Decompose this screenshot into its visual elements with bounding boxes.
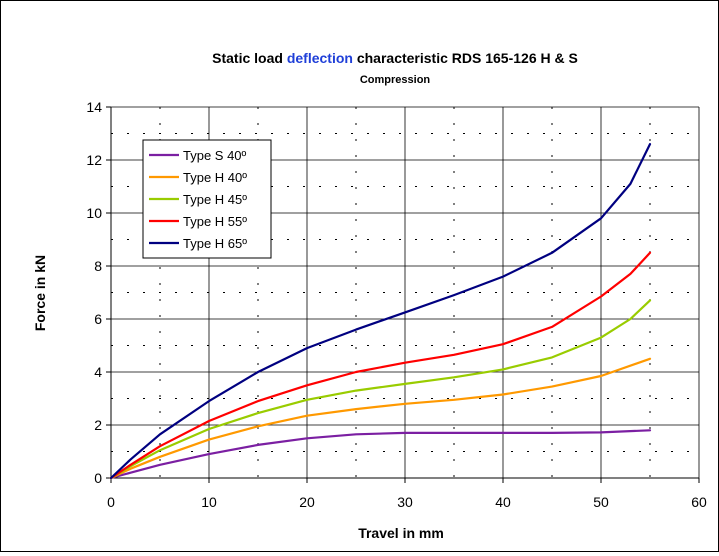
y-tick-label: 12 <box>86 152 102 168</box>
y-tick-label: 6 <box>94 311 102 327</box>
legend-label: Type H 55º <box>183 214 247 229</box>
series-line <box>109 299 652 480</box>
y-axis-label: Force in kN <box>32 255 48 331</box>
x-tick-label: 10 <box>201 494 217 510</box>
legend-label: Type H 65º <box>183 236 247 251</box>
x-tick-label: 60 <box>691 494 707 510</box>
x-tick-label: 20 <box>299 494 315 510</box>
y-tick-label: 2 <box>94 417 102 433</box>
x-tick-label: 30 <box>397 494 413 510</box>
chart-title: Static load deflection characteristic RD… <box>212 50 578 66</box>
x-axis-label: Travel in mm <box>358 525 444 541</box>
legend: Type S 40º Type H 40º Type H 45º Type H 55º… <box>142 139 272 259</box>
y-tick-label: 14 <box>86 99 102 115</box>
x-tick-label: 0 <box>107 494 115 510</box>
legend-label: Type H 45º <box>183 192 247 207</box>
series-line <box>109 429 652 480</box>
chart-subtitle: Compression <box>360 74 431 86</box>
legend-label: Type S 40º <box>183 148 247 163</box>
y-tick-label: 10 <box>86 205 102 221</box>
x-tick-label: 50 <box>593 494 609 510</box>
chart-title-part: deflection <box>287 50 353 66</box>
plot-area: 0 2 4 6 8 10 12 14 0 10 20 30 40 50 60 <box>86 99 707 510</box>
y-tick-label: 0 <box>94 470 102 486</box>
y-tick-label: 4 <box>94 364 102 380</box>
series-line <box>109 357 652 480</box>
series-line <box>109 143 652 480</box>
series-line <box>109 251 652 480</box>
chart-title-part: Static load <box>212 50 287 66</box>
chart-title-part: characteristic RDS 165-126 H & S <box>353 50 578 66</box>
x-tick-label: 40 <box>495 494 511 510</box>
y-tick-label: 8 <box>94 258 102 274</box>
legend-label: Type H 40º <box>183 170 247 185</box>
